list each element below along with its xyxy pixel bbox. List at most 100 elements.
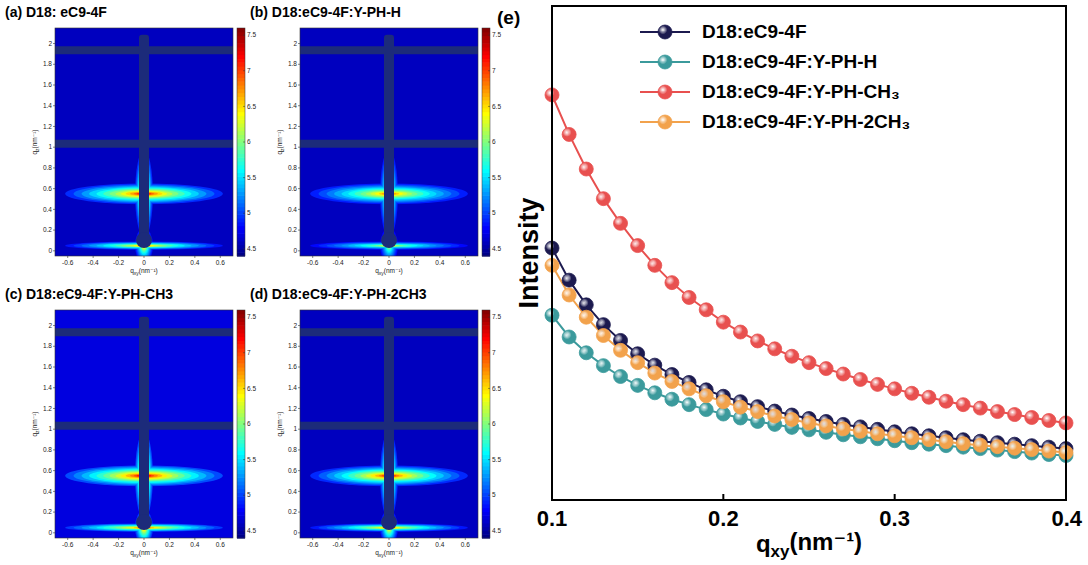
colorbar-swatch [237,504,245,508]
x-tick-label: 0.6 [461,541,470,548]
colorbar-swatch [237,378,245,382]
colorbar-frame [482,28,490,256]
y-tick-label: 2 [293,40,297,47]
y-tick [53,470,55,471]
colorbar-swatch [482,340,490,344]
colorbar-swatch [237,62,245,66]
x-tick-label: -0.4 [333,259,345,266]
colorbar-swatch [237,70,245,74]
peak-contour [135,510,153,538]
colorbar-swatch [482,207,490,211]
data-point [819,419,833,433]
colorbar-swatch [237,172,245,176]
colorbar-tick [243,424,245,425]
colorbar-swatch [482,485,490,489]
colorbar-swatch [237,222,245,226]
data-point [665,374,679,388]
colorbar-swatch [237,356,245,360]
y-axis-title: qz(nm⁻¹) [276,411,285,436]
colorbar-swatch [237,397,245,401]
colorbar-swatch [237,184,245,188]
colorbar-swatch [482,432,490,436]
y-tick-label: 0.2 [288,508,297,515]
colorbar-swatch [237,248,245,252]
data-point [973,401,987,415]
colorbar-swatch [482,127,490,131]
data-point [682,290,696,304]
y-tick-label: 0.4 [43,488,52,495]
colorbar-swatch [482,32,490,36]
colorbar-swatch [237,473,245,477]
data-point [956,437,970,451]
x-tick-label: -0.2 [358,541,370,548]
colorbar-swatch [237,36,245,40]
colorbar-tick-label: 5 [247,491,251,498]
y-tick-label: 0 [293,529,297,536]
colorbar-tick [243,388,245,389]
data-point [733,400,747,414]
data-point [871,377,885,391]
colorbar-swatch [482,89,490,93]
colorbar-swatch [237,394,245,398]
heatmap-background [55,28,233,256]
x-tick-label: -0.2 [113,259,125,266]
x-tick-label: -0.2 [113,541,125,548]
x-tick [439,538,440,540]
colorbar-swatch [237,226,245,230]
colorbar-swatch [482,356,490,360]
colorbar-tick-label: 4.5 [247,245,256,252]
x-tick [93,256,94,258]
colorbar-swatch [237,131,245,135]
colorbar-swatch [482,473,490,477]
y-tick [53,105,55,106]
x-tick [220,256,221,258]
data-point [836,422,850,436]
x-tick-label: 0 [387,541,391,548]
colorbar-swatch [237,348,245,352]
x-tick [465,256,466,258]
x-tick [312,256,313,258]
colorbar-tick [488,106,490,107]
colorbar-swatch [482,329,490,333]
colorbar-swatch [482,77,490,81]
colorbar-swatch [482,70,490,74]
data-point [802,416,816,430]
data-point [614,216,628,230]
colorbar-swatch [482,443,490,447]
data-point [699,403,713,417]
colorbar-tick [243,317,245,318]
colorbar-swatch [237,511,245,515]
colorbar-tick-label: 7.5 [492,31,501,38]
y-tick [298,64,300,65]
colorbar-swatch [237,439,245,443]
colorbar-tick-label: 5.5 [492,456,501,463]
colorbar-frame [482,310,490,538]
heatmap-image [300,310,478,538]
legend-marker [658,115,672,129]
colorbar-tick [488,317,490,318]
colorbar-tick [243,352,245,353]
data-point [631,356,645,370]
data-point [853,372,867,386]
colorbar-swatch [237,447,245,451]
y-tick-label: 1.6 [288,363,297,370]
data-point [922,433,936,447]
y-tick-label: 0.4 [43,206,52,213]
colorbar-swatch [482,134,490,138]
colorbar-swatch [482,523,490,527]
colorbar-swatch [237,191,245,195]
data-point [579,346,593,360]
colorbar-tick-label: 7 [247,349,251,356]
data-point [596,192,610,206]
x-tick [169,256,170,258]
colorbar-swatch [237,32,245,36]
data-point [956,398,970,412]
data-point [648,366,662,380]
data-point [922,390,936,404]
colorbar-swatch [482,93,490,97]
data-point [888,382,902,396]
x-axis-title: qxy(nm⁻¹) [130,267,158,276]
colorbar-tick-label: 5.5 [492,174,501,181]
y-tick [298,408,300,409]
data-point [1042,444,1056,458]
